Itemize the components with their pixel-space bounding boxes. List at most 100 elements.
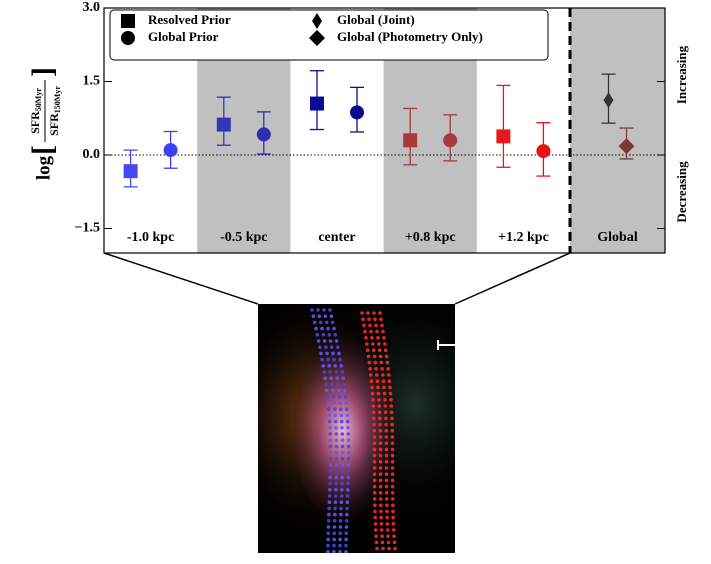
dot: [391, 528, 396, 532]
dot: [381, 329, 385, 334]
dot: [328, 370, 333, 374]
dot: [380, 540, 385, 545]
dot: [368, 323, 372, 328]
dot: [378, 466, 383, 470]
dot: [344, 543, 348, 548]
dot: [390, 435, 395, 439]
marker-thin-diamond: [312, 13, 322, 29]
marker-diamond: [618, 138, 635, 155]
dot: [377, 348, 382, 353]
dot: [372, 497, 377, 501]
marker-square: [310, 96, 324, 111]
dot: [368, 373, 373, 377]
marker-square: [403, 133, 418, 148]
dot: [338, 357, 342, 362]
dot: [346, 450, 351, 455]
dot: [326, 407, 331, 412]
dot: [328, 308, 332, 312]
dot: [392, 540, 397, 545]
legend-label: Global (Joint): [337, 12, 415, 27]
dot: [391, 522, 396, 526]
x-category-label: +1.2 kpc: [498, 230, 549, 245]
dot: [380, 373, 385, 377]
dot: [376, 391, 381, 396]
dot: [340, 450, 345, 455]
dot: [374, 323, 378, 328]
dot: [390, 472, 395, 477]
dot: [346, 438, 351, 443]
dot: [374, 540, 379, 545]
dot: [391, 503, 395, 508]
dot: [386, 540, 391, 545]
dot: [378, 354, 383, 359]
dot: [370, 391, 375, 396]
dot: [382, 553, 386, 557]
dot: [339, 419, 344, 424]
y-label-bracket: [: [26, 145, 59, 155]
dot: [340, 481, 344, 486]
dot: [319, 351, 323, 356]
dot: [373, 515, 377, 520]
dot: [369, 379, 374, 384]
dot: [346, 488, 350, 492]
dot: [362, 323, 366, 328]
dot: [372, 460, 377, 464]
dot: [390, 484, 395, 489]
dot: [338, 525, 343, 529]
dot: [379, 522, 384, 526]
dot: [380, 323, 384, 328]
dot: [330, 320, 335, 325]
dot: [379, 515, 383, 520]
dot: [372, 466, 377, 470]
dot: [339, 494, 344, 498]
dot: [336, 382, 340, 387]
dot: [338, 401, 343, 405]
dot: [383, 348, 388, 353]
dot: [384, 453, 389, 458]
dot: [385, 528, 390, 532]
dot: [316, 308, 320, 312]
marker-circle: [163, 143, 178, 158]
dot: [376, 553, 380, 557]
dot: [390, 453, 395, 458]
right-label-lower: Decreasing: [674, 161, 689, 223]
dot: [363, 329, 367, 334]
dot: [371, 404, 376, 408]
dot: [388, 391, 393, 396]
dot: [384, 472, 389, 477]
dot: [336, 345, 340, 350]
dot: [340, 432, 345, 436]
dot: [339, 512, 343, 517]
dot: [326, 543, 330, 548]
dot: [333, 494, 338, 498]
dot: [329, 314, 334, 319]
dot: [339, 413, 344, 418]
dot: [379, 528, 384, 532]
dot: [344, 537, 348, 542]
dot: [339, 364, 344, 368]
dot: [388, 385, 392, 390]
dot: [390, 460, 395, 464]
dot: [324, 320, 329, 325]
dot: [338, 543, 342, 548]
dot: [384, 435, 389, 439]
dot: [326, 357, 330, 362]
dot: [371, 342, 375, 346]
dot: [324, 345, 328, 350]
dot: [373, 528, 378, 532]
dot: [340, 469, 345, 474]
dot: [325, 388, 329, 393]
dot: [384, 484, 389, 489]
y-tick-label: 3.0: [83, 0, 101, 15]
dot: [345, 506, 349, 511]
dot: [372, 441, 377, 446]
dot: [367, 317, 371, 322]
dot: [345, 413, 350, 418]
y-label-sub: 150Myr: [53, 86, 62, 114]
marker-thin-diamond: [603, 92, 614, 109]
y-label-numerator: SFR50Myr: [28, 88, 43, 134]
dot: [343, 388, 347, 393]
dot: [344, 519, 349, 523]
dot: [328, 444, 333, 449]
dot: [375, 379, 380, 384]
